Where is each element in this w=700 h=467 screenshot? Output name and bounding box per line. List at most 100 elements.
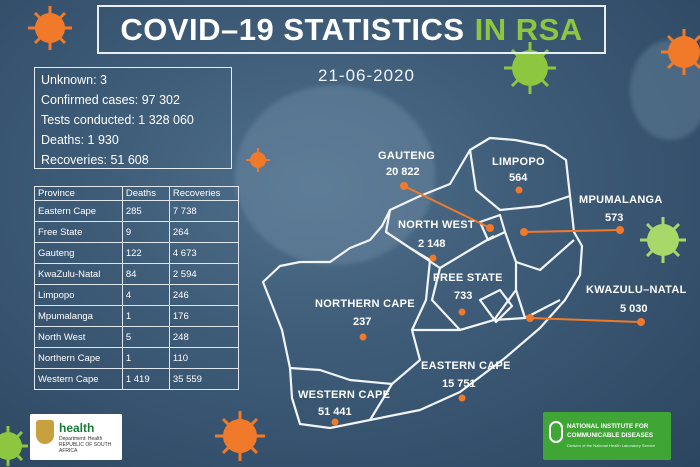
column-header: Province [34,186,123,201]
green-virus-icon [504,42,556,94]
gauteng-value: 20 822 [386,166,420,178]
eastern-cape-value: 15 751 [442,378,476,390]
table-header-row: Province Deaths Recoveries [34,186,240,201]
table-cell: 110 [168,347,240,369]
table-cell: 5 [121,326,170,348]
table-row: North West 5 248 [34,326,240,348]
north-west-value: 2 148 [418,238,446,250]
table-cell: Free State [34,221,123,243]
western-cape-border [289,366,393,386]
western-cape-label: WESTERN CAPE [298,389,391,401]
table-cell: 35 559 [168,368,240,390]
gauteng-marker-end [486,224,494,232]
table-cell: 4 673 [168,242,240,264]
gauteng-leader-line [403,185,491,229]
northern-cape-label: NORTHERN CAPE [315,298,415,310]
report-date: 21-06-2020 [318,66,415,85]
mpumalanga-leader-line [523,229,621,233]
mpumalanga-border [503,231,575,272]
table-cell: 84 [121,263,170,285]
eastern-cape-marker [458,394,466,402]
markers [331,182,645,426]
table-cell: 264 [168,221,240,243]
nicd-line1: NATIONAL INSTITUTE FOR [567,423,649,430]
table-row: Western Cape 1 419 35 559 [34,368,240,390]
south-africa-map [261,136,584,430]
nicd-mark-icon [549,421,563,443]
limpopo-marker [515,186,523,194]
orange-virus-icon [246,148,270,172]
eastern-cape-label: EASTERN CAPE [421,360,511,372]
page-title: COVID–19 STATISTICS IN RSA [97,5,606,54]
kwazulu-natal-label: KWAZULU–NATAL [586,284,687,296]
kwazulu-natal-value: 5 030 [620,303,648,315]
western-cape-marker [331,418,339,426]
table-row: KwaZulu-Natal 84 2 594 [34,263,240,285]
health-logo-dept-line: Department: Health [59,436,103,442]
table-cell: 7 738 [168,200,240,222]
northern-cape-marker [359,333,367,341]
leader-lines [403,185,642,323]
summary-recoveries: Recoveries: 51 608 [41,153,149,167]
limpopo-label: LIMPOPO [492,156,545,168]
nicd-line2: COMMUNICABLE DISEASES [567,432,654,439]
column-header: Recoveries [168,186,240,201]
gauteng-marker [400,182,408,190]
green-virus-icon [640,217,686,263]
table-row: Mpumalanga 1 176 [34,305,240,327]
table-cell: 1 [121,305,170,327]
table-cell: Northern Cape [34,347,123,369]
western-cape-value: 51 441 [318,406,352,418]
table-row: Free State 9 264 [34,221,240,243]
summary-unknown: Unknown: 3 [41,73,108,87]
orange-virus-icon [661,29,700,75]
title-accent: IN RSA [474,11,583,47]
country-outline [261,136,584,430]
table-cell: 122 [121,242,170,264]
table-cell: 246 [168,284,240,306]
coat-of-arms-icon [36,420,54,444]
eastern-cape-border [412,316,526,332]
orange-virus-icon [215,411,265,461]
north-west-border [385,231,495,270]
nicd-sub: Division of the National Health Laborato… [567,443,656,448]
free-state-value: 733 [454,290,473,302]
title-main: COVID–19 STATISTICS [120,11,465,47]
table-cell: 9 [121,221,170,243]
table-cell: Western Cape [34,368,123,390]
limpopo-border [468,149,571,212]
table-row: Limpopo 4 246 [34,284,240,306]
health-department-logo: health Department: Health REPUBLIC OF SO… [30,414,122,460]
table-row: Gauteng 122 4 673 [34,242,240,264]
summary-tests: Tests conducted: 1 328 060 [41,113,194,127]
virus-blob-bg [235,85,435,265]
table-cell: 176 [168,305,240,327]
table-cell: 285 [121,200,170,222]
free-state-marker [458,308,466,316]
province-stats-table: Province Deaths Recoveries Eastern Cape 2… [34,186,240,390]
nicd-logo: NATIONAL INSTITUTE FOR COMMUNICABLE DISE… [543,412,671,460]
north-west-marker [429,254,437,262]
table-cell: North West [34,326,123,348]
limpopo-value: 564 [509,172,528,184]
table-cell: KwaZulu-Natal [34,263,123,285]
mpumalanga-marker-end [616,226,624,234]
free-state-label: FREE STATE [433,272,503,284]
table-cell: 248 [168,326,240,348]
table-cell: Gauteng [34,242,123,264]
summary-deaths: Deaths: 1 930 [41,133,119,147]
northern-cape-value: 237 [353,316,372,328]
health-logo-dept: Department: Health REPUBLIC OF SOUTH AFR… [59,436,122,454]
table-row: Northern Cape 1 110 [34,347,240,369]
table-cell: 1 419 [121,368,170,390]
mpumalanga-marker [520,228,528,236]
column-header: Deaths [121,186,170,201]
table-cell: Limpopo [34,284,123,306]
gauteng-label: GAUTENG [378,150,436,162]
summary-confirmed: Confirmed cases: 97 302 [41,93,180,107]
table-cell: Mpumalanga [34,305,123,327]
table-cell: Eastern Cape [34,200,123,222]
lesotho-border [478,288,514,324]
health-logo-country: REPUBLIC OF SOUTH AFRICA [59,442,112,454]
